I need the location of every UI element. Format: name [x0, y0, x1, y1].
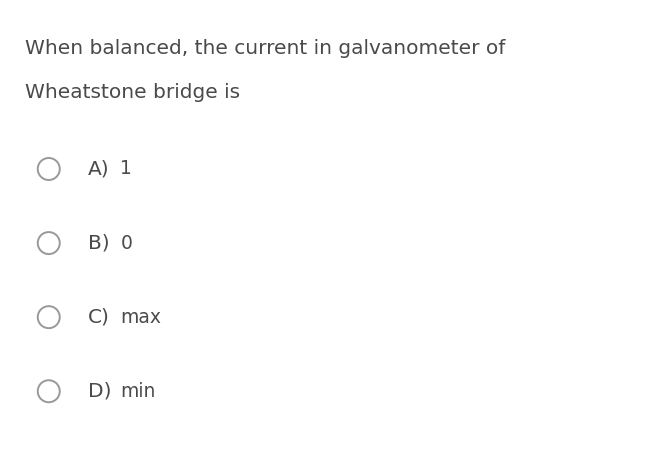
Text: max: max	[120, 307, 161, 327]
Text: 1: 1	[120, 159, 132, 179]
Text: Wheatstone bridge is: Wheatstone bridge is	[25, 83, 240, 102]
Text: 0: 0	[120, 233, 132, 253]
Text: min: min	[120, 382, 155, 401]
Text: A): A)	[88, 159, 109, 179]
Text: D): D)	[88, 382, 111, 401]
Text: B): B)	[88, 233, 109, 253]
Text: C): C)	[88, 307, 110, 327]
Text: When balanced, the current in galvanometer of: When balanced, the current in galvanomet…	[25, 39, 505, 58]
